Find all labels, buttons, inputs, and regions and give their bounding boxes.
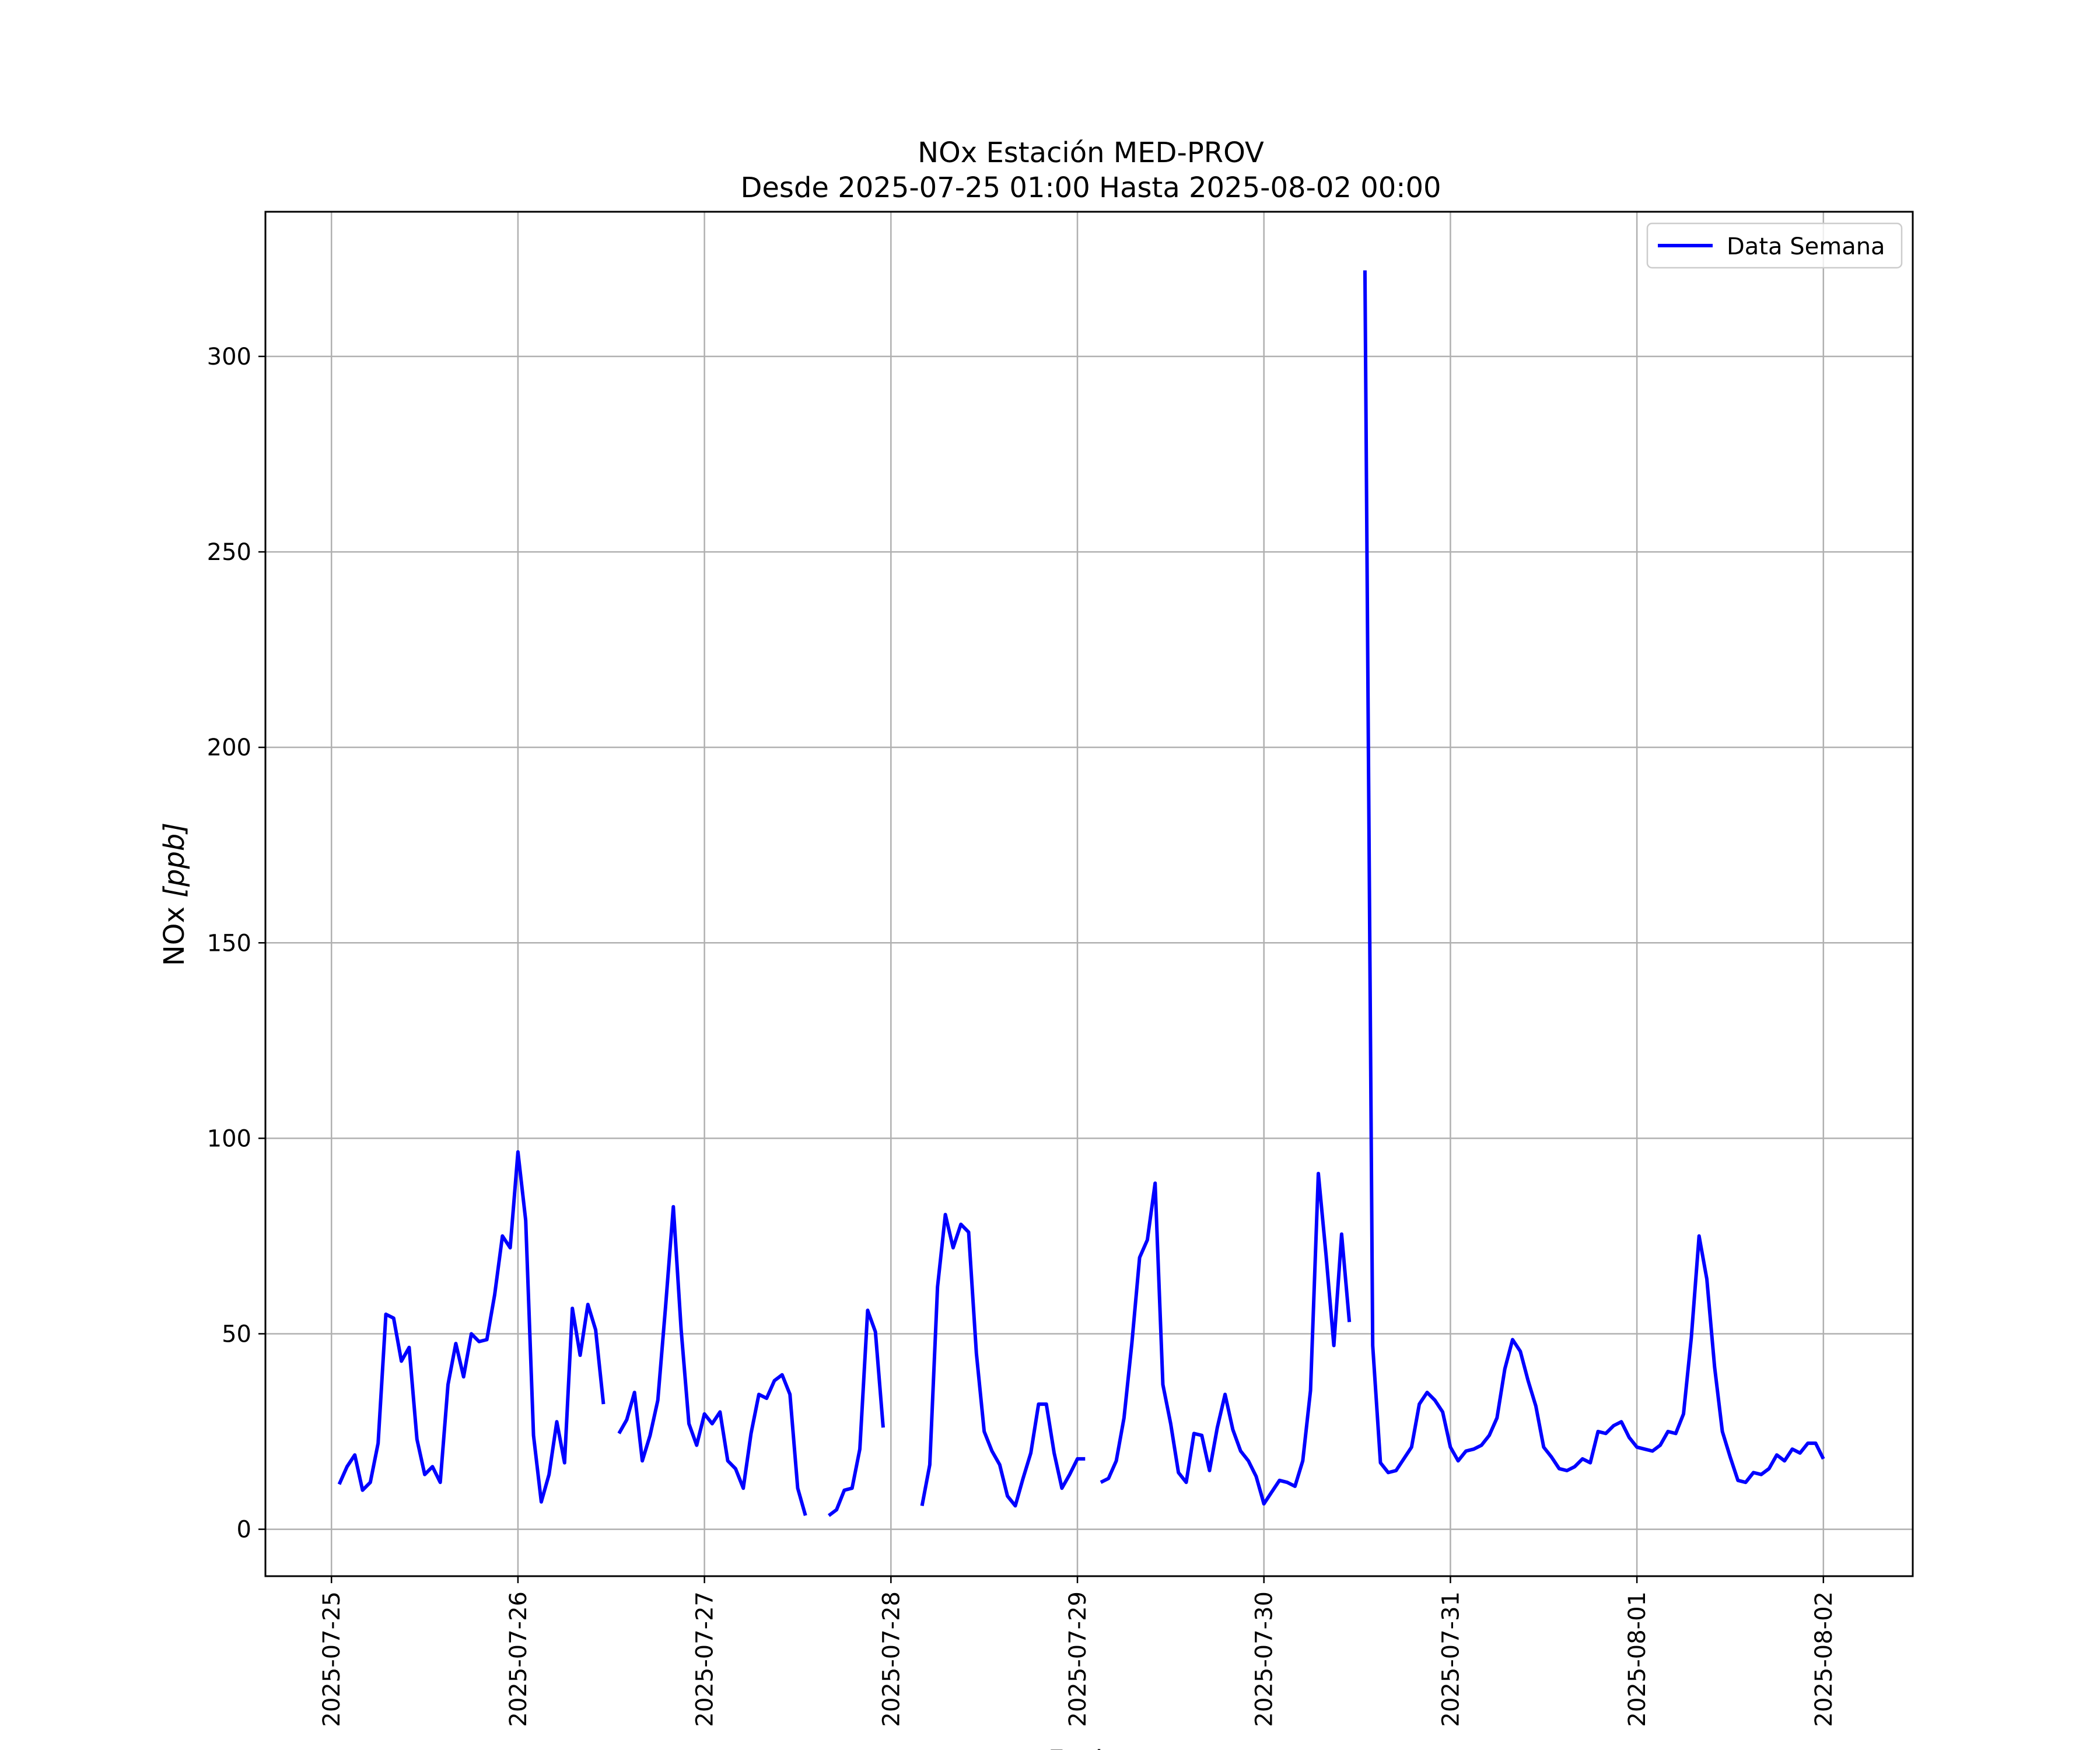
y-tick-label: 0 — [237, 1517, 251, 1544]
x-tick-label: 2025-08-01 — [1624, 1591, 1651, 1727]
x-gridlines — [330, 212, 1825, 1576]
series-lines — [337, 270, 1825, 1517]
chart-title: NOx Estación MED-PROV — [918, 136, 1264, 169]
y-tick-label: 300 — [207, 344, 251, 370]
series-line-segment — [337, 1150, 606, 1504]
y-tick-label: 100 — [207, 1125, 251, 1152]
legend: Data Semana — [1646, 222, 1903, 269]
y-axis-label-unit: [ppb] — [158, 822, 191, 898]
series-line-segment — [1363, 270, 1825, 1485]
x-tick-label: 2025-07-27 — [692, 1591, 719, 1727]
y-axis-ticks: 0 50 100 150 200 250 300 — [207, 344, 265, 1544]
y-tick-label: 200 — [207, 734, 251, 761]
y-axis-label: NOx [ppb] — [158, 822, 191, 966]
y-tick-label: 150 — [207, 930, 251, 957]
series-line-segment — [920, 1213, 1086, 1508]
x-tick-label: 2025-07-31 — [1437, 1591, 1464, 1727]
legend-box — [1646, 222, 1903, 269]
legend-label: Data Semana — [1727, 233, 1885, 260]
series-line-segment — [827, 1308, 885, 1517]
y-tick-label: 50 — [222, 1321, 251, 1348]
x-tick-label: 2025-07-26 — [505, 1591, 532, 1727]
x-tick-label: 2025-07-29 — [1065, 1591, 1091, 1727]
series-line-segment — [1100, 1171, 1352, 1506]
x-tick-label: 2025-08-02 — [1811, 1591, 1838, 1727]
plot-frame — [264, 211, 1914, 1577]
y-tick-label: 250 — [207, 539, 251, 566]
x-tick-label: 2025-07-30 — [1251, 1591, 1278, 1727]
y-axis-label-quantity: NOx — [158, 898, 191, 966]
series-line-segment — [617, 1205, 807, 1516]
y-gridlines — [265, 355, 1913, 1530]
x-axis-ticks: 2025-07-25 2025-07-26 2025-07-27 2025-07-28… — [318, 1576, 1838, 1727]
x-tick-label: 2025-07-28 — [878, 1591, 905, 1727]
chart-subtitle: Desde 2025-07-25 01:00 Hasta 2025-08-02 … — [740, 172, 1441, 204]
x-tick-label: 2025-07-25 — [318, 1591, 345, 1727]
x-axis-label: Fecha — [1048, 1745, 1130, 1750]
